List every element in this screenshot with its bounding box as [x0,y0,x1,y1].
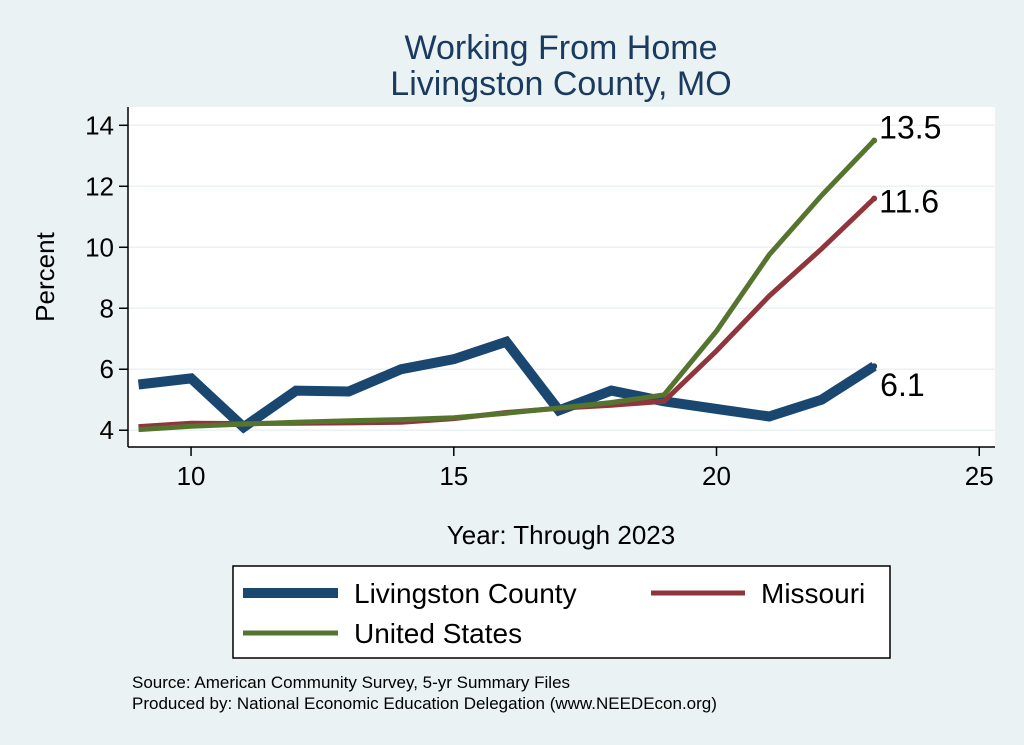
y-tick-label: 6 [100,354,114,384]
series-line-livingston-county [137,335,877,434]
y-axis-title: Percent [30,231,60,321]
axes: 4 6 8 10 12 14 10 15 20 25 [85,107,995,491]
y-tick-label: 4 [100,415,114,445]
end-label-united-states: 13.5 [879,110,941,146]
series-line-united-states [138,138,876,433]
legend-label-united-states: United States [354,618,522,649]
legend-label-missouri: Missouri [761,578,865,609]
y-tick-label: 10 [85,232,114,262]
end-labels: 6.1 11.6 13.5 [879,110,941,404]
end-point-missouri [871,195,878,202]
chart-title-line-1: Working From Home [405,29,718,67]
legend: Livingston County Missouri United States [243,578,865,649]
source-note: Source: American Community Survey, 5-yr … [132,673,570,692]
end-point-livingston-county [871,363,878,370]
y-tick-label: 8 [100,293,114,323]
x-tick-label: 10 [177,461,206,491]
legend-label-livingston-county: Livingston County [354,578,577,609]
series-lines [137,137,878,434]
gridlines [128,124,995,431]
end-point-united-states [871,137,878,144]
plot-area [128,107,995,447]
x-tick-label: 15 [439,461,468,491]
end-label-missouri: 11.6 [879,183,939,219]
y-tick-label: 12 [85,171,114,201]
x-tick-label: 20 [702,461,731,491]
legend-box [232,565,891,659]
chart-title-line-2: Livingston County, MO [390,65,731,103]
y-tick-label: 14 [85,110,114,140]
x-tick-label: 25 [965,461,994,491]
produced-by-note: Produced by: National Economic Education… [132,694,717,713]
x-axis-title: Year: Through 2023 [447,520,675,550]
end-label-livingston-county: 6.1 [880,367,924,403]
